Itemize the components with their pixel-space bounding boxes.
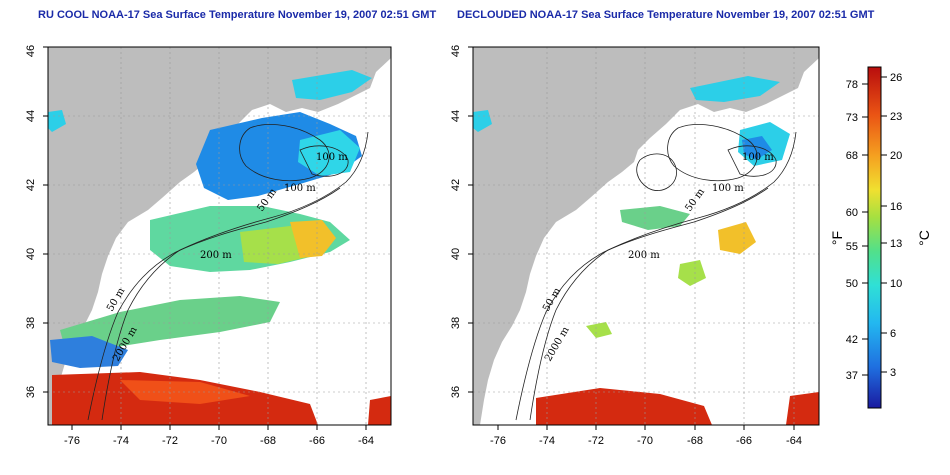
right-map-panel: 100 m 100 m 50 m 200 m 50 m 2000 m: [472, 46, 820, 426]
y-tick-label: 40: [25, 248, 37, 260]
x-tick-label: -74: [539, 435, 555, 447]
x-tick-label: -66: [736, 435, 752, 447]
x-tick-label: -70: [211, 435, 227, 447]
right-map-title: DECLOUDED NOAA-17 Sea Surface Temperatur…: [457, 9, 875, 21]
y-tick-label: 44: [450, 110, 462, 122]
y-tick-label: 46: [450, 45, 462, 57]
contour-label-100m-upper: 100 m: [316, 152, 348, 163]
y-tick-label: 38: [25, 317, 37, 329]
celsius-tick-label: 10: [890, 278, 902, 290]
contour-label-100m: 100 m: [712, 183, 744, 194]
x-tick-label: -68: [687, 435, 703, 447]
left-x-axis: -76 -74 -72 -70 -68 -66 -64: [64, 425, 374, 447]
y-tick-label: 36: [25, 386, 37, 398]
sst-patches: [48, 70, 391, 425]
right-y-axis: 36 38 40 42 44 46: [450, 45, 473, 398]
x-tick-label: -64: [358, 435, 374, 447]
x-tick-label: -74: [113, 435, 129, 447]
celsius-tick-label: 26: [890, 72, 902, 84]
celsius-tick-label: 6: [890, 328, 896, 340]
y-tick-label: 44: [25, 110, 37, 122]
x-tick-label: -66: [309, 435, 325, 447]
sst-patches-declouded: [473, 76, 819, 425]
fahrenheit-tick-label: 50: [846, 278, 858, 290]
y-tick-label: 38: [450, 317, 462, 329]
land-mass: [48, 47, 391, 425]
colorbar: 78 73 68 60 55 50 42 37 26 23 20 16 13 1…: [829, 66, 932, 409]
left-map-title: RU COOL NOAA-17 Sea Surface Temperature …: [38, 9, 437, 21]
left-map-panel: 100 m 100 m 50 m 200 m 50 m 2000 m: [47, 46, 392, 426]
x-tick-label: -76: [64, 435, 80, 447]
x-tick-label: -70: [637, 435, 653, 447]
left-contours: [87, 124, 369, 421]
x-tick-label: -68: [260, 435, 276, 447]
right-grid: [473, 47, 819, 425]
contour-label-200m: 200 m: [628, 250, 660, 261]
contour-label-100m: 100 m: [284, 183, 316, 194]
celsius-tick-label: 20: [890, 150, 902, 162]
left-y-axis: 36 38 40 42 44 46: [25, 45, 48, 398]
celsius-tick-label: 23: [890, 111, 902, 123]
y-tick-label: 40: [450, 248, 462, 260]
x-tick-label: -76: [490, 435, 506, 447]
land-mass: [473, 47, 819, 425]
right-contours: [515, 124, 797, 421]
right-x-axis: -76 -74 -72 -70 -68 -66 -64: [490, 425, 802, 447]
y-tick-label: 42: [25, 179, 37, 191]
celsius-tick-label: 13: [890, 238, 902, 250]
y-tick-label: 36: [450, 386, 462, 398]
fahrenheit-tick-label: 42: [846, 334, 858, 346]
x-tick-label: -72: [162, 435, 178, 447]
x-tick-label: -64: [786, 435, 802, 447]
celsius-tick-label: 3: [890, 367, 896, 379]
fahrenheit-tick-label: 55: [846, 241, 858, 253]
celsius-unit-label: °C: [916, 230, 932, 246]
x-tick-label: -72: [588, 435, 604, 447]
fahrenheit-tick-label: 68: [846, 150, 858, 162]
y-tick-label: 46: [25, 45, 37, 57]
fahrenheit-tick-label: 78: [846, 79, 858, 91]
fahrenheit-tick-label: 60: [846, 207, 858, 219]
fahrenheit-tick-label: 37: [846, 370, 858, 382]
contour-label-100m-upper: 100 m: [742, 152, 774, 163]
y-tick-label: 42: [450, 179, 462, 191]
left-grid: [48, 47, 391, 425]
celsius-tick-label: 16: [890, 201, 902, 213]
fahrenheit-unit-label: °F: [829, 231, 845, 245]
fahrenheit-tick-label: 73: [846, 112, 858, 124]
contour-label-200m: 200 m: [200, 250, 232, 261]
colorbar-gradient: [867, 66, 882, 409]
